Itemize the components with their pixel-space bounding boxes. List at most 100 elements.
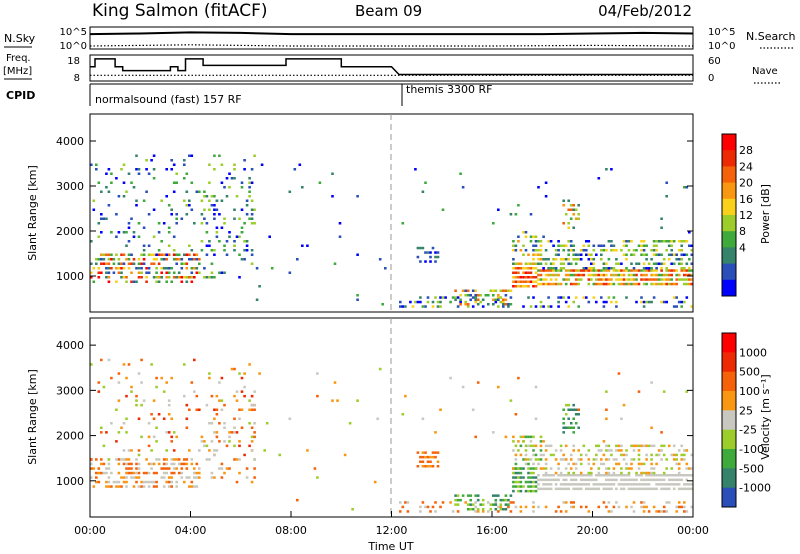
velocity-cell	[122, 422, 126, 425]
power-cell	[105, 217, 108, 220]
power-cell	[562, 249, 565, 252]
velocity-cell	[125, 467, 128, 470]
power-cell	[670, 249, 673, 252]
power-cell	[662, 282, 666, 286]
velocity-cell	[155, 440, 158, 443]
power-cell	[424, 260, 427, 263]
power-cell	[554, 267, 558, 270]
velocity-cell	[120, 485, 123, 488]
velocity-cell	[220, 462, 224, 466]
velocity-cell	[577, 426, 580, 429]
velocity-cell	[537, 487, 540, 491]
power-cell	[600, 273, 603, 277]
power-cell	[130, 253, 133, 256]
power-cell	[632, 249, 636, 252]
power-cell	[665, 269, 668, 272]
velocity-cell	[567, 483, 570, 486]
velocity-cell	[183, 394, 186, 398]
velocity-cell	[454, 498, 457, 502]
power-cell	[218, 213, 221, 216]
velocity-cell	[105, 485, 108, 488]
power-cell	[223, 244, 226, 247]
velocity-cell	[572, 426, 575, 429]
power-cell	[672, 282, 676, 286]
power-cell	[95, 163, 98, 166]
velocity-cell	[683, 458, 686, 461]
velocity-cell	[419, 510, 422, 513]
power-cell	[620, 269, 623, 272]
velocity-cell	[662, 483, 666, 486]
velocity-cell	[245, 476, 249, 479]
power-cell	[225, 240, 229, 243]
velocity-cell	[193, 390, 196, 393]
power-cell	[512, 285, 515, 288]
power-cell	[419, 260, 422, 263]
velocity-cell	[177, 471, 181, 475]
power-cell	[155, 276, 158, 279]
velocity-cell	[600, 458, 603, 461]
velocity-cluster-3	[258, 367, 382, 511]
velocity-cell	[542, 474, 545, 477]
velocity-colorbar-tick: 500	[739, 366, 760, 379]
velocity-cell	[228, 435, 231, 439]
power-cell	[142, 199, 146, 202]
velocity-cell	[213, 449, 216, 452]
velocity-cell	[431, 465, 435, 468]
power-cell	[137, 172, 141, 175]
velocity-cell	[579, 487, 583, 491]
velocity-ytick-label: 4000	[56, 339, 84, 352]
power-cell	[577, 269, 580, 272]
nsky-label: N.Sky	[4, 32, 36, 45]
velocity-cell	[451, 510, 455, 513]
mode-label-normalsound: normalsound (fast) 157 RF	[95, 93, 242, 106]
velocity-cell	[585, 483, 588, 486]
velocity-cell	[223, 422, 226, 425]
velocity-cell	[102, 471, 106, 475]
power-cell	[203, 267, 206, 270]
velocity-cell	[600, 449, 603, 452]
power-cell	[534, 244, 538, 247]
power-cell	[517, 271, 520, 274]
power-cell	[650, 278, 653, 281]
velocity-cell	[527, 476, 530, 479]
velocity-cell	[637, 483, 641, 486]
velocity-cell	[645, 483, 648, 486]
velocity-cell	[125, 394, 128, 398]
power-cell	[554, 282, 558, 286]
velocity-cell	[464, 501, 467, 504]
velocity-cell	[665, 467, 668, 470]
velocity-cell	[539, 435, 543, 439]
velocity-cell	[652, 444, 656, 448]
velocity-cell	[517, 449, 520, 452]
velocity-cell	[248, 422, 251, 425]
velocity-cell	[534, 453, 538, 457]
power-cell	[519, 276, 523, 279]
velocity-cell	[471, 408, 475, 411]
velocity-cell	[615, 487, 618, 491]
power-cell	[140, 276, 143, 279]
velocity-cell	[592, 487, 596, 491]
power-cell	[534, 235, 538, 238]
velocity-cell	[102, 385, 106, 389]
velocity-cell	[137, 417, 141, 420]
velocity-cell	[590, 478, 593, 482]
velocity-cell	[220, 408, 224, 411]
power-cell	[416, 246, 420, 250]
velocity-cell	[640, 474, 643, 477]
velocity-cell	[162, 485, 166, 488]
velocity-cell	[419, 455, 422, 459]
velocity-cell	[188, 408, 191, 411]
velocity-cell	[564, 483, 568, 486]
power-cell	[95, 168, 98, 171]
power-cell	[142, 226, 146, 229]
power-cell	[642, 278, 646, 281]
velocity-cell	[667, 483, 671, 486]
velocity-cell	[665, 483, 668, 486]
velocity-cell	[519, 485, 523, 488]
power-cell	[685, 186, 689, 189]
power-cell	[655, 267, 658, 270]
power-cell	[605, 269, 608, 272]
power-cell	[248, 217, 251, 220]
velocity-cell	[590, 471, 593, 475]
